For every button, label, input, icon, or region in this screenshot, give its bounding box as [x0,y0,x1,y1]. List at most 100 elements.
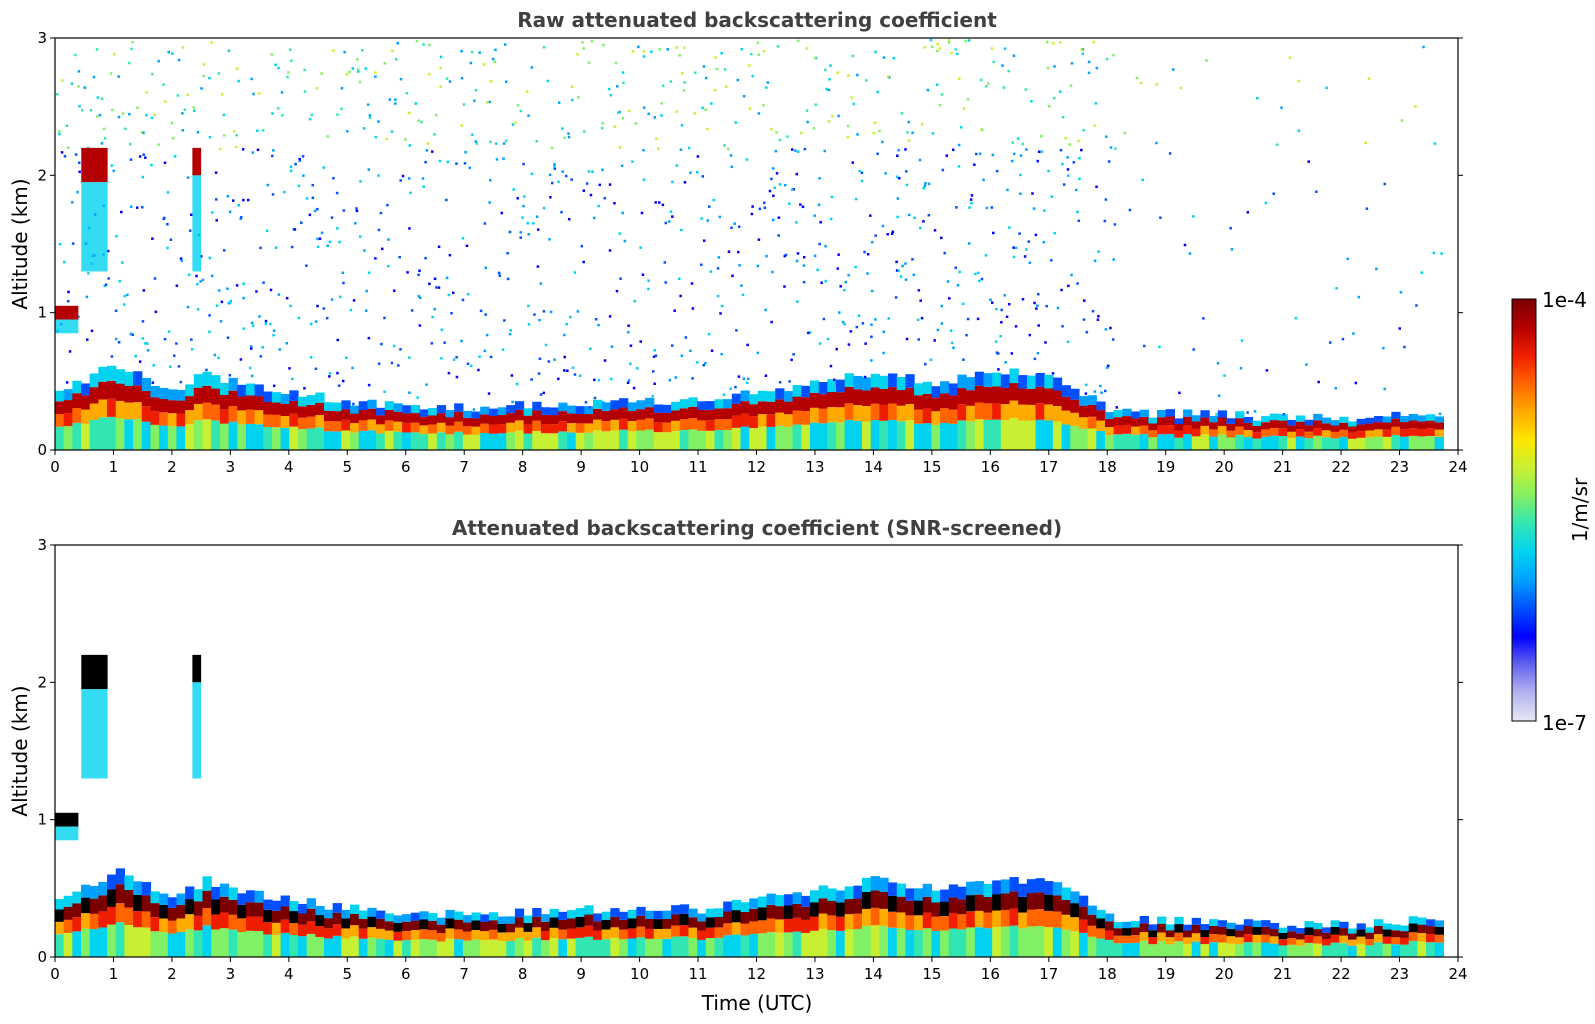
noise-pixel [597,323,600,327]
heatmap-cell [1183,937,1193,945]
noise-pixel [326,135,329,138]
noise-pixel [502,142,506,145]
heatmap-cell [922,423,933,450]
heatmap-cell [558,929,568,940]
heatmap-cell [957,929,967,957]
noise-pixel [856,133,859,136]
noise-pixel [801,205,805,209]
noise-pixel [418,296,422,300]
colorbar-gradient [1511,298,1537,722]
noise-pixel [336,113,339,116]
noise-pixel [1037,150,1041,154]
heatmap-cell [1287,944,1297,957]
heatmap-cell [115,418,126,450]
noise-pixel [808,331,812,334]
heatmap-cell [1026,375,1037,389]
heatmap-cell [757,933,768,957]
noise-pixel [111,108,114,112]
noise-pixel [984,254,988,257]
heatmap-cell [809,902,820,917]
noise-pixel [778,183,782,186]
cloud-layer [81,654,108,690]
heatmap-cell [297,913,308,925]
heatmap-cell [1183,944,1193,957]
noise-pixel [538,357,542,361]
heatmap-cell [801,906,811,920]
heatmap-cell [619,919,629,930]
heatmap-cell [566,413,577,424]
heatmap-cell [1235,944,1245,957]
heatmap-cell [263,909,273,923]
heatmap-cell [662,910,672,919]
heatmap-cell [1035,372,1045,387]
heatmap-cell [1356,923,1366,930]
heatmap-cell [1130,418,1141,427]
heatmap-cell [1052,911,1063,928]
noise-pixel [1085,330,1089,334]
heatmap-cell [280,416,290,429]
noise-pixel [683,46,686,50]
noise-pixel [647,112,650,116]
noise-pixel [750,212,754,216]
heatmap-cell [627,918,637,929]
noise-pixel [1325,86,1328,90]
noise-pixel [660,102,663,105]
noise-pixel [812,127,816,130]
heatmap-cell [202,908,212,926]
heatmap-cell [1330,425,1340,432]
heatmap-cell [115,369,126,384]
noise-pixel [426,142,430,145]
heatmap-cell [428,433,438,450]
heatmap-cell [844,373,854,387]
noise-pixel [1256,96,1259,100]
heatmap-cell [914,915,924,931]
noise-pixel [377,174,380,177]
heatmap-cell [1009,417,1019,450]
heatmap-cell [393,922,403,932]
noise-pixel [561,170,564,173]
heatmap-cell [1078,417,1089,429]
heatmap-cell [679,936,690,957]
noise-pixel [1217,394,1221,397]
noise-pixel [301,155,305,158]
heatmap-cell [1313,420,1323,429]
noise-pixel [332,176,335,180]
noise-pixel [571,98,574,102]
noise-pixel [745,158,749,161]
heatmap-cell [1078,906,1089,920]
heatmap-cell [150,931,160,957]
noise-pixel [1077,139,1080,143]
heatmap-cell [549,908,559,918]
heatmap-cell [1235,930,1245,938]
noise-pixel [970,201,973,205]
heatmap-cell [1226,943,1236,957]
heatmap-cell [1209,416,1219,423]
heatmap-cell [584,432,594,450]
heatmap-cell [957,420,967,450]
heatmap-cell [1373,919,1384,926]
heatmap-cell [1157,923,1167,933]
heatmap-cell [1052,390,1063,407]
noise-pixel [1012,255,1016,259]
noise-pixel [179,257,183,260]
heatmap-cell [697,430,707,450]
noise-pixel [602,43,605,47]
noise-pixel [498,274,502,277]
y-tick-label: 0 [37,948,47,966]
noise-pixel [1099,384,1102,388]
heatmap-cell [1226,922,1236,929]
heatmap-cell [1287,431,1297,439]
heatmap-cell [697,913,707,922]
noise-pixel [208,330,211,334]
noise-pixel [715,67,719,71]
noise-pixel [201,278,205,282]
noise-pixel [693,112,697,115]
heatmap-cell [263,401,273,415]
heatmap-cell [610,400,620,410]
heatmap-cell [1417,941,1427,957]
noise-pixel [1028,333,1032,337]
noise-pixel [829,364,833,368]
noise-pixel [819,220,822,224]
heatmap-cell [1226,437,1236,450]
noise-pixel [923,46,927,49]
